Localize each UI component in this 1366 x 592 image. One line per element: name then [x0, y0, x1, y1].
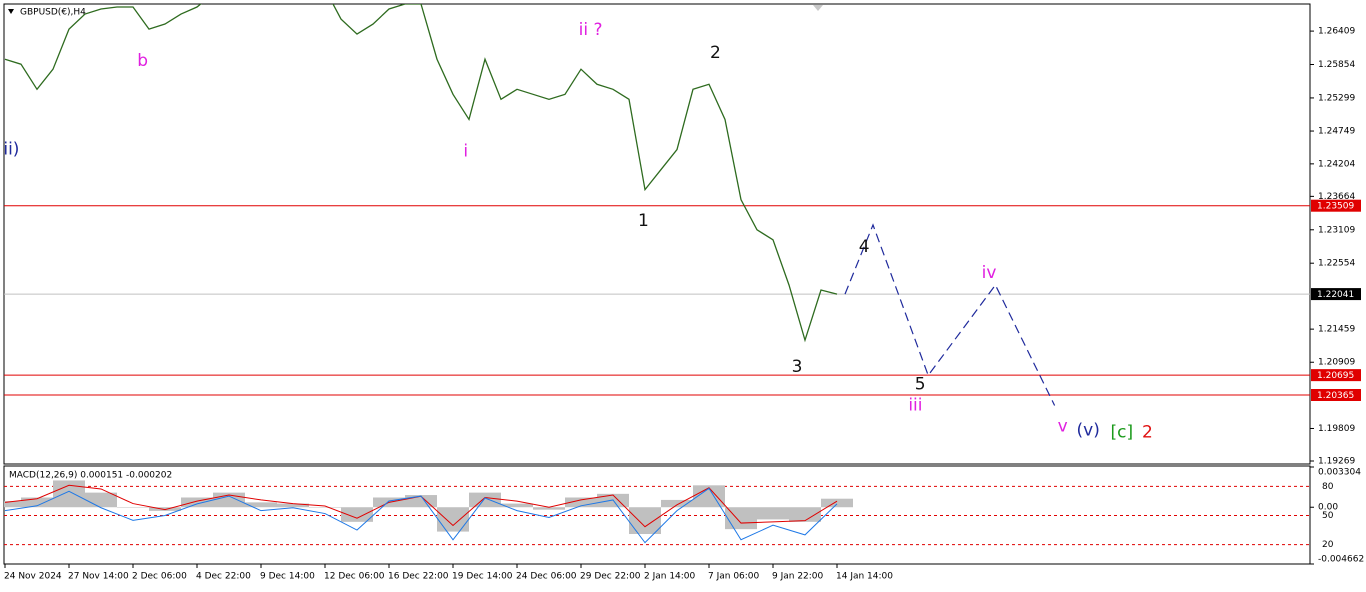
wave-label: b: [137, 51, 148, 71]
macd-bar: [789, 507, 821, 522]
macd-bar: [437, 507, 469, 532]
level-label-box: [1311, 389, 1361, 401]
wave-label: i: [463, 142, 468, 162]
x-tick-label: 7 Jan 06:00: [708, 572, 760, 582]
x-tick-label: 19 Dec 14:00: [452, 572, 513, 582]
shift-marker: [813, 5, 823, 11]
wave-label: 2: [1142, 423, 1153, 443]
y-tick-label: 1.26409: [1318, 27, 1355, 37]
wave-label: 3: [792, 357, 803, 377]
y-tick-label: 1.19269: [1318, 456, 1355, 466]
axes: 1.26409 1.25854 1.25299 1.24749 1.24204 1.236…: [4, 27, 1364, 582]
macd-bar: [117, 507, 149, 508]
chart-title: GBPUSD(€),H4: [20, 8, 86, 18]
wave-label: iii: [908, 395, 922, 415]
macd-bar: [725, 507, 757, 530]
level-label-box: [1311, 288, 1361, 301]
y-tick-label: 1.25299: [1318, 93, 1355, 103]
wave-label: 2: [710, 43, 721, 63]
wave-label: (v): [1077, 420, 1100, 440]
y-tick-label: 1.24204: [1318, 159, 1355, 169]
x-tick-label: 9 Dec 14:00: [260, 572, 315, 582]
y-tick-label: 1.19809: [1318, 424, 1355, 434]
macd-bar: [181, 497, 213, 508]
y-tick-label: -0.004662: [1318, 555, 1364, 565]
macd-bar: [309, 507, 341, 508]
y-tick-label: 1.23664: [1318, 192, 1355, 202]
wave-label: 5: [915, 374, 926, 394]
level-label: 1.20695: [1317, 371, 1354, 381]
x-tick-label: 16 Dec 22:00: [388, 572, 449, 582]
x-tick-label: 14 Jan 14:00: [836, 572, 893, 582]
projection-line: [844, 223, 1056, 406]
level-label: 1.20365: [1317, 391, 1354, 401]
wave-label: 4: [859, 237, 870, 257]
macd-bar: [277, 503, 309, 508]
macd-bar: [501, 503, 533, 508]
x-tick-label: 2 Dec 06:00: [132, 572, 187, 582]
macd-bar: [85, 492, 117, 508]
x-tick-label: 24 Nov 2024: [4, 572, 62, 582]
x-tick-label: 29 Dec 22:00: [580, 572, 641, 582]
macd-bar: [53, 480, 85, 508]
oscillator-line: [4, 487, 838, 544]
macd-bar: [469, 492, 501, 508]
x-tick-label: 24 Dec 06:00: [516, 572, 577, 582]
macd-bar: [4, 501, 21, 508]
macd-bar: [533, 507, 565, 510]
macd-bar: [565, 497, 597, 508]
level-label-box: [1311, 369, 1361, 382]
macd-bar: [821, 498, 853, 508]
macd-bar: [21, 497, 53, 508]
level-label-box: [1311, 199, 1361, 212]
macd-bar: [341, 507, 373, 522]
macd-bar: [245, 502, 277, 508]
y-tick-label: 1.25854: [1318, 60, 1355, 70]
symbol-marker: [8, 9, 14, 14]
y2-tick-label: 80: [1322, 482, 1334, 492]
wave-label: iv: [982, 263, 997, 283]
x-tick-label: 2 Jan 14:00: [644, 572, 696, 582]
y-tick-label: 0.00: [1318, 503, 1338, 513]
x-tick-label: 9 Jan 22:00: [772, 572, 824, 582]
y-tick-label: 1.23109: [1318, 225, 1355, 235]
macd-title: MACD(12,26,9) 0.000151 -0.000202: [9, 471, 172, 481]
level-label: 1.23509: [1317, 202, 1354, 212]
y-tick-label: 1.20909: [1318, 358, 1355, 368]
y-tick-label: 1.21459: [1318, 325, 1355, 335]
macd-bar: [661, 499, 693, 508]
main-panel: [3, 3, 1311, 465]
macd-bar: [757, 507, 789, 520]
level-label: 1.22041: [1317, 290, 1354, 300]
wave-label: ii): [3, 140, 19, 160]
macd-bar: [149, 507, 181, 511]
wave-label: 1: [638, 211, 649, 231]
y-tick-label: 1.22554: [1318, 259, 1355, 269]
x-tick-label: 4 Dec 22:00: [196, 572, 251, 582]
x-tick-label: 27 Nov 14:00: [68, 572, 129, 582]
y-tick-label: 1.24749: [1318, 127, 1355, 137]
x-tick-label: 12 Dec 06:00: [324, 572, 385, 582]
wave-label: ii ?: [579, 20, 603, 40]
macd-bar: [629, 507, 661, 535]
price-line: [4, 4, 838, 343]
wave-label: v: [1058, 416, 1068, 436]
y2-tick-label: 50: [1322, 511, 1334, 521]
y2-tick-label: 20: [1322, 540, 1334, 550]
macd-plot: [4, 480, 1310, 546]
wave-label: [c]: [1110, 423, 1133, 443]
y-tick-label: 0.003304: [1318, 468, 1361, 478]
